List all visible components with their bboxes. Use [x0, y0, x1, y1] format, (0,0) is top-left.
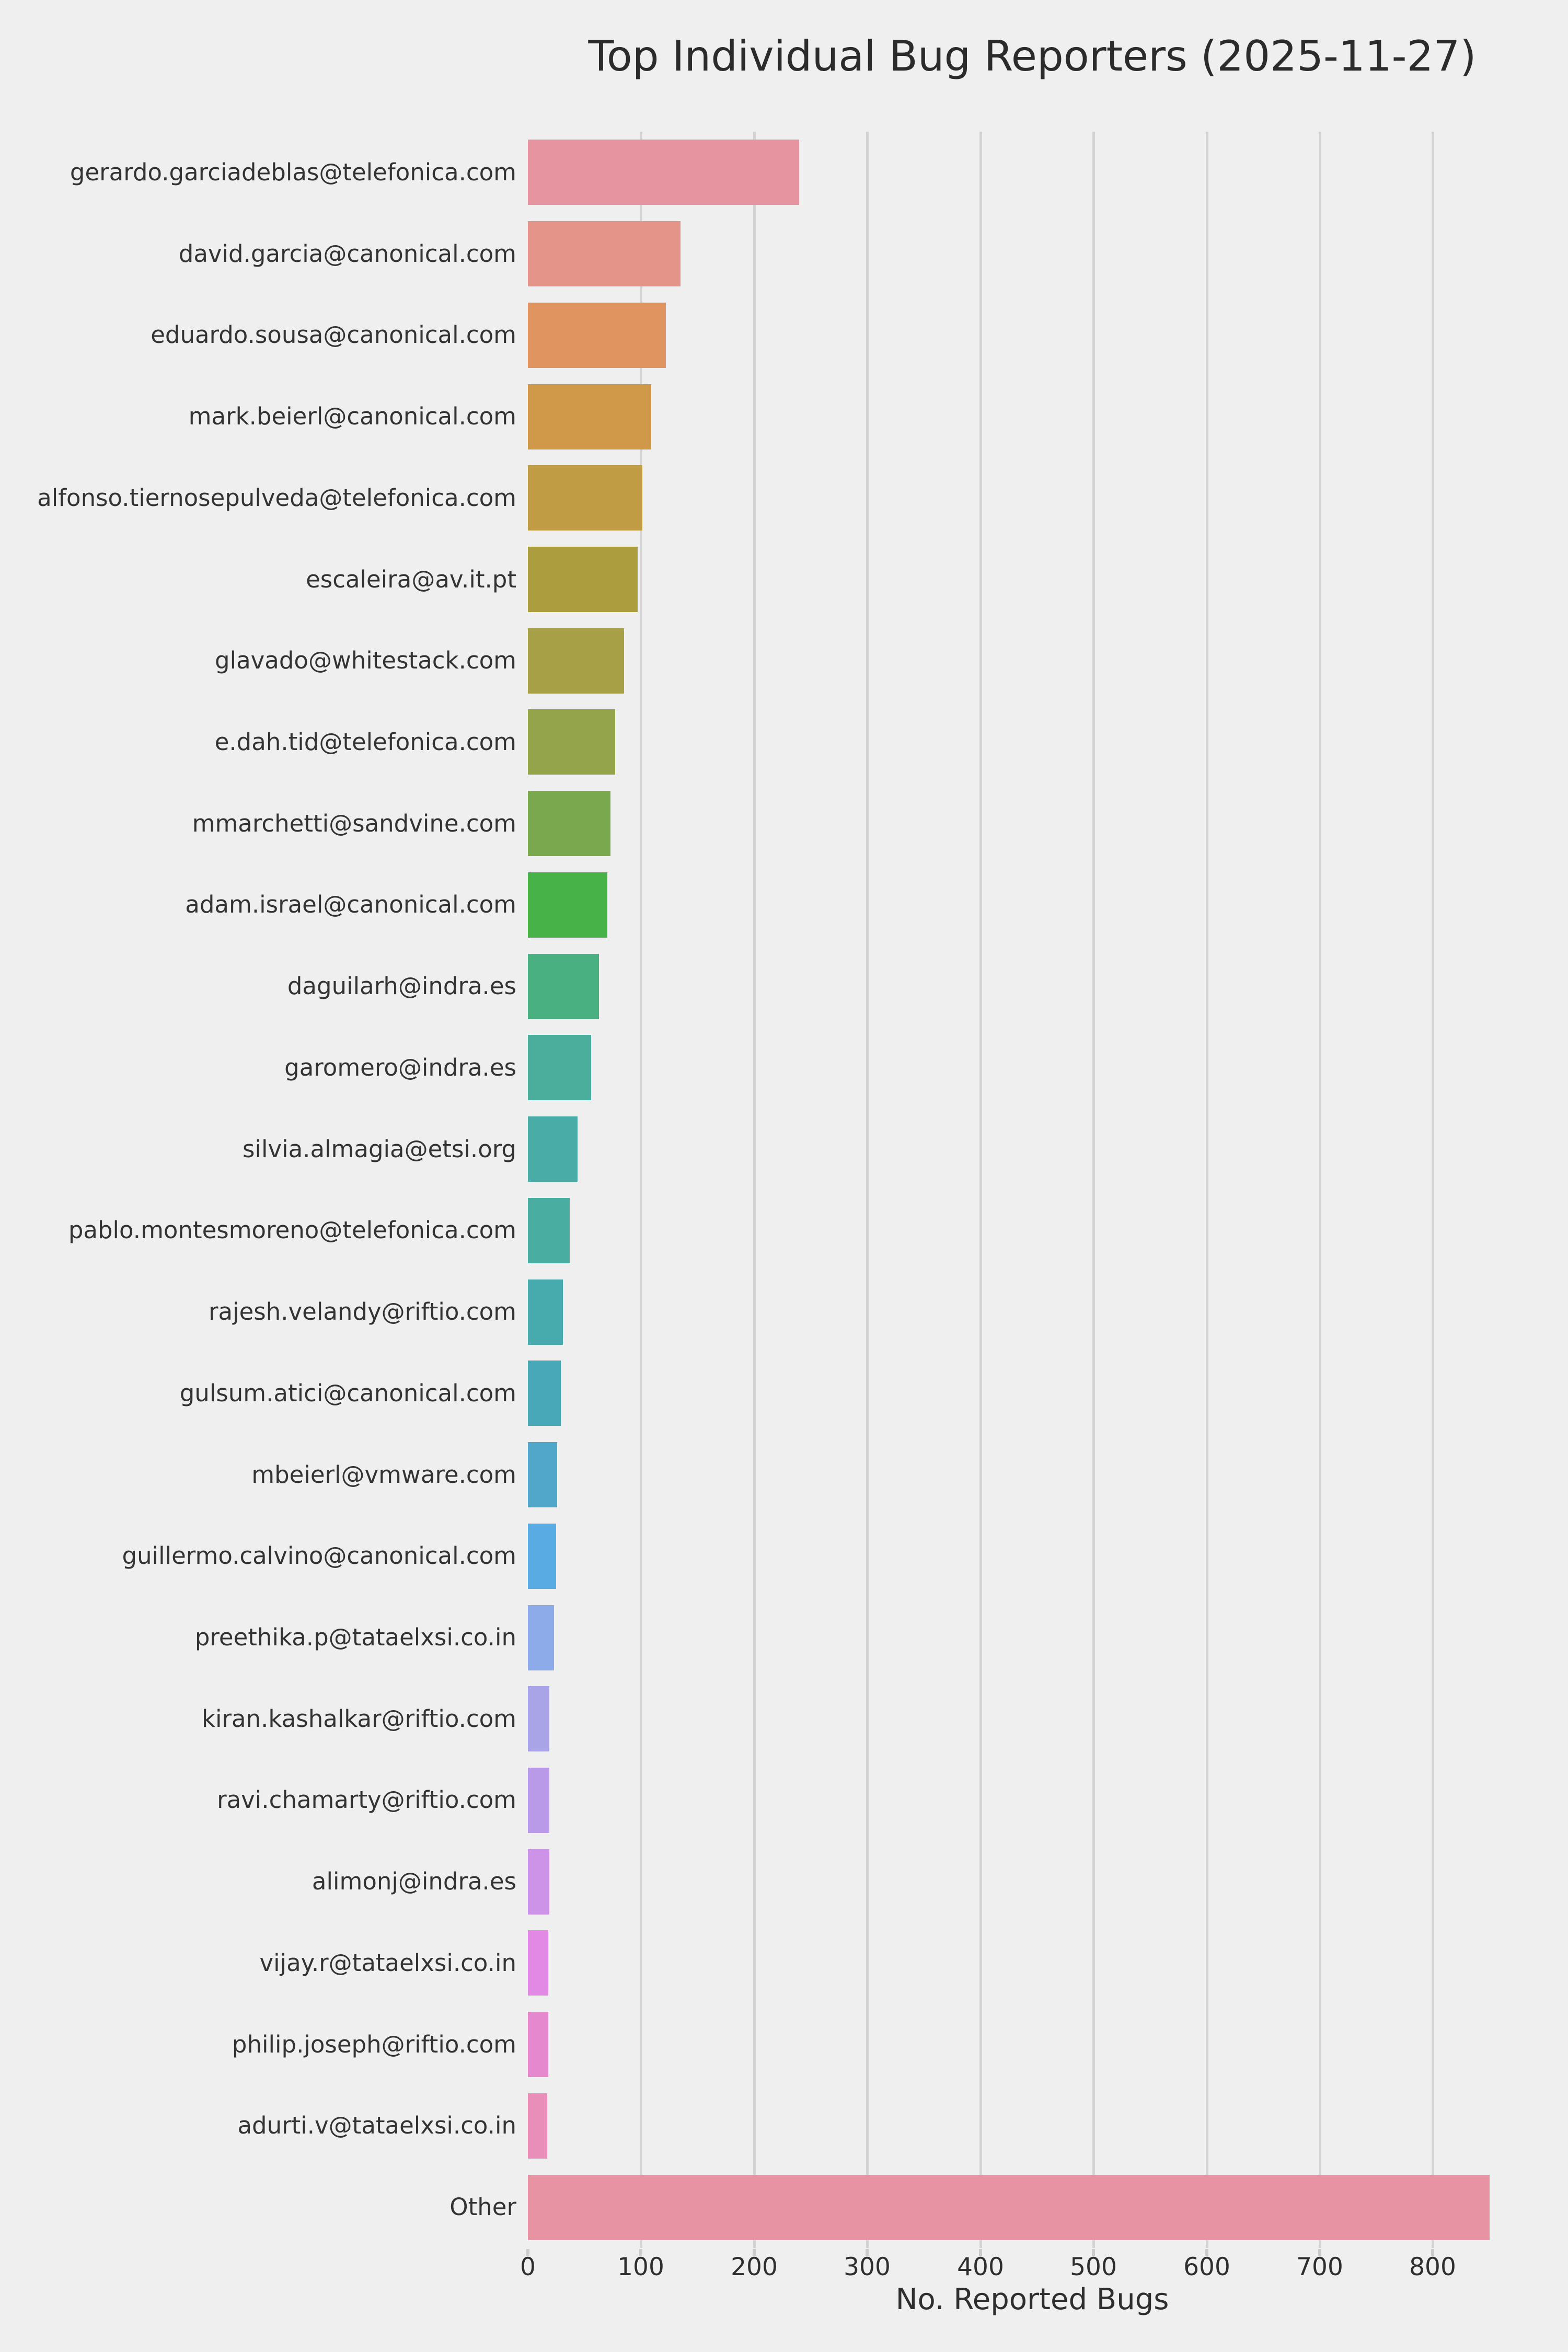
x-axis-label: No. Reported Bugs [895, 2282, 1169, 2316]
x-tick-label: 600 [1183, 2253, 1230, 2281]
bar [528, 1524, 556, 1589]
bar [528, 547, 638, 612]
category-label: ravi.chamarty@riftio.com [217, 1786, 516, 1814]
bar [528, 1686, 549, 1751]
x-tick [979, 2249, 982, 2256]
category-label: e.dah.tid@telefonica.com [214, 728, 516, 756]
x-tick [753, 2249, 756, 2256]
bar [528, 628, 624, 694]
category-label: gulsum.atici@canonical.com [179, 1379, 516, 1407]
x-tick [526, 2249, 529, 2256]
category-label: david.garcia@canonical.com [178, 240, 516, 268]
bar [528, 1116, 578, 1182]
x-tick [1092, 2249, 1095, 2256]
category-label: pablo.montesmoreno@telefonica.com [68, 1216, 516, 1244]
bar [528, 954, 599, 1019]
bar [528, 709, 615, 775]
bar [528, 872, 607, 938]
bar [528, 1442, 557, 1507]
category-label: kiran.kashalkar@riftio.com [201, 1705, 516, 1733]
category-label: preethika.p@tataelxsi.co.in [194, 1623, 516, 1651]
x-tick-label: 800 [1409, 2253, 1456, 2281]
bar [528, 2175, 1490, 2240]
grid-line [866, 132, 869, 2248]
bar [528, 1605, 554, 1670]
x-tick [1205, 2249, 1208, 2256]
bar [528, 1768, 549, 1833]
bar [528, 1849, 549, 1915]
category-label: garomero@indra.es [284, 1054, 516, 1081]
x-tick-label: 700 [1296, 2253, 1343, 2281]
grid-line [1092, 132, 1095, 2248]
bar [528, 384, 651, 449]
bar [528, 1198, 570, 1263]
bar [528, 2012, 548, 2077]
category-label: alfonso.tiernosepulveda@telefonica.com [37, 484, 516, 512]
category-label: guillermo.calvino@canonical.com [122, 1542, 517, 1570]
category-label: philip.joseph@riftio.com [232, 2031, 516, 2058]
x-tick-label: 200 [731, 2253, 778, 2281]
category-label: daguilarh@indra.es [287, 972, 516, 1000]
category-label: eduardo.sousa@canonical.com [151, 321, 516, 349]
category-label: silvia.almagia@etsi.org [243, 1135, 516, 1163]
x-tick [1318, 2249, 1321, 2256]
bar [528, 791, 610, 856]
x-tick [866, 2249, 869, 2256]
x-tick [639, 2249, 642, 2256]
category-label: mmarchetti@sandvine.com [192, 810, 516, 837]
bar [528, 1279, 563, 1345]
plot-area [528, 132, 1539, 2248]
grid-line [979, 132, 982, 2248]
category-label: mbeierl@vmware.com [251, 1461, 516, 1489]
category-label: gerardo.garciadeblas@telefonica.com [70, 158, 516, 186]
grid-line [640, 132, 642, 2248]
x-tick-label: 400 [957, 2253, 1004, 2281]
bar [528, 1930, 548, 1996]
category-label: Other [449, 2193, 516, 2221]
category-label: alimonj@indra.es [312, 1867, 516, 1895]
category-label: adurti.v@tataelxsi.co.in [237, 2112, 516, 2139]
x-tick-label: 500 [1070, 2253, 1117, 2281]
category-label: mark.beierl@canonical.com [188, 402, 516, 430]
grid-line [1432, 132, 1434, 2248]
grid-line [1319, 132, 1321, 2248]
x-tick-label: 100 [617, 2253, 664, 2281]
category-label: glavado@whitestack.com [215, 647, 516, 674]
bar [528, 2093, 547, 2159]
grid-line [753, 132, 756, 2248]
x-tick [1431, 2249, 1434, 2256]
grid-line [1206, 132, 1208, 2248]
category-label: rajesh.velandy@riftio.com [209, 1298, 516, 1325]
x-tick-label: 300 [844, 2253, 891, 2281]
category-label: vijay.r@tataelxsi.co.in [259, 1949, 516, 1977]
category-label: adam.israel@canonical.com [185, 891, 516, 918]
bar [528, 303, 666, 368]
chart-title: Top Individual Bug Reporters (2025-11-27… [588, 32, 1477, 80]
x-tick-label: 0 [520, 2253, 536, 2281]
bar [528, 140, 799, 205]
bar [528, 1035, 591, 1100]
bar [528, 1361, 561, 1426]
bar [528, 465, 642, 531]
category-label: escaleira@av.it.pt [306, 566, 516, 593]
bar [528, 221, 681, 286]
